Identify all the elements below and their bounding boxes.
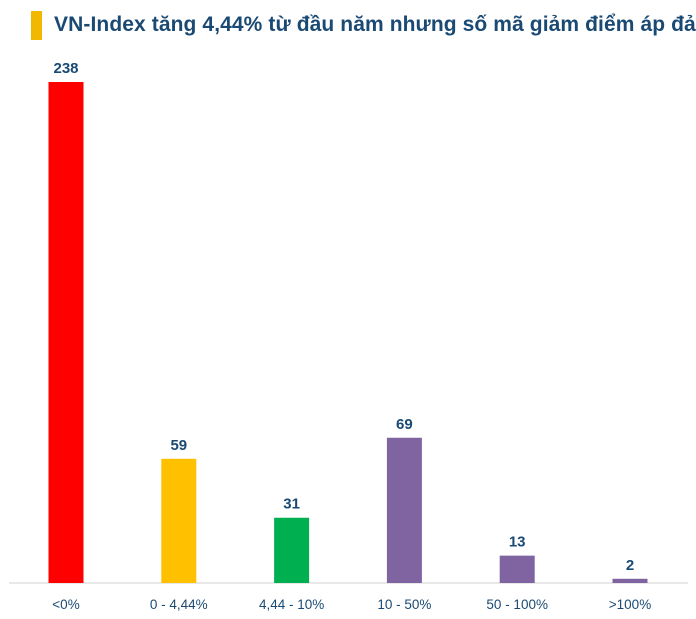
x-tick-label-2: 4,44 - 10% — [259, 597, 324, 612]
bars-group — [48, 82, 648, 583]
bar-3 — [386, 437, 422, 583]
bar-5 — [612, 578, 648, 583]
chart-title: VN-Index tăng 4,44% từ đầu năm nhưng số … — [54, 13, 696, 36]
x-tick-label-0: <0% — [52, 597, 79, 612]
x-tick-label-5: >100% — [609, 597, 651, 612]
x-tick-label-3: 10 - 50% — [377, 597, 431, 612]
x-tick-label-1: 0 - 4,44% — [150, 597, 208, 612]
data-label-0: 238 — [53, 60, 78, 77]
title-marker — [31, 10, 42, 40]
x-tick-label-4: 50 - 100% — [486, 597, 548, 612]
bar-0 — [48, 82, 84, 583]
bar-4 — [499, 555, 535, 583]
labels-group: 238 <0% 59 0 - 4,44% 31 4,44 - 10% 69 10 - 50% 1… — [52, 60, 651, 612]
data-label-4: 13 — [509, 534, 526, 551]
chart-title-row: VN-Index tăng 4,44% từ đầu năm nhưng số … — [31, 10, 696, 40]
data-label-1: 59 — [170, 437, 187, 454]
bar-1 — [161, 458, 197, 583]
bar-2 — [274, 517, 310, 583]
data-label-2: 31 — [283, 496, 300, 513]
data-label-5: 2 — [626, 557, 634, 574]
data-label-3: 69 — [396, 416, 413, 433]
